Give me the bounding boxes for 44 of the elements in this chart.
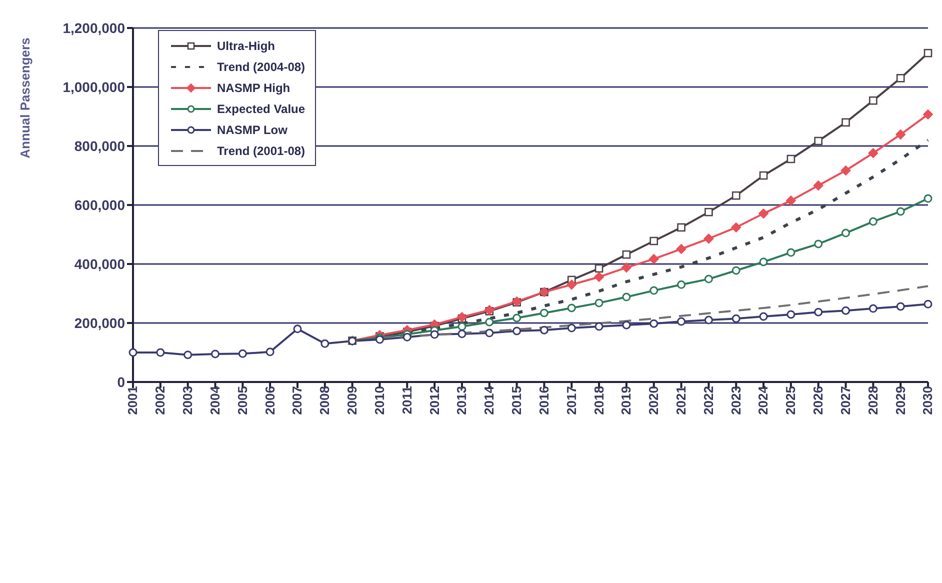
- x-tick-label: 2004: [207, 385, 222, 415]
- x-tick-label: 2025: [783, 386, 798, 415]
- x-tick-label: 2030: [920, 386, 936, 415]
- legend-label: Trend (2001-08): [217, 144, 306, 158]
- x-tick-label: 2002: [152, 386, 168, 415]
- x-tick-label: 2020: [646, 386, 662, 415]
- x-tick-label: 2028: [865, 386, 880, 415]
- x-tick-label: 2006: [262, 386, 278, 415]
- x-tick-label: 2024: [756, 385, 771, 415]
- x-tick-label: 2014: [482, 385, 497, 415]
- x-tick-label: 2018: [591, 386, 606, 415]
- legend-label: NASMP High: [217, 80, 290, 94]
- x-tick-label: 2003: [180, 386, 196, 415]
- x-tick-label: 2010: [372, 386, 387, 415]
- x-tick-label: 2013: [454, 386, 470, 415]
- x-tick-label: 2016: [536, 386, 552, 415]
- x-tick-label: 2005: [234, 386, 250, 415]
- x-tick-label: 2015: [509, 386, 524, 415]
- x-tick-label: 2029: [892, 386, 908, 415]
- y-tick-label: 200,000: [74, 314, 126, 331]
- x-tick-label: 2007: [290, 386, 305, 415]
- x-tick-label: 2023: [728, 386, 744, 415]
- x-tick-label: 2027: [838, 386, 853, 415]
- x-tick-label: 2012: [426, 386, 442, 415]
- x-tick-label: 2011: [399, 386, 414, 414]
- x-tick-label: 2008: [317, 386, 332, 415]
- legend-label: Expected Value: [217, 102, 306, 116]
- x-tick-label: 2022: [700, 386, 716, 415]
- y-tick-label: 800,000: [74, 138, 126, 154]
- x-tick-label: 2019: [618, 386, 634, 415]
- y-tick-label: 1,000,000: [62, 78, 126, 95]
- x-tick-label: 2026: [810, 386, 826, 415]
- x-tick-label: 2017: [564, 386, 579, 415]
- x-tick-label: 2021: [674, 386, 689, 415]
- x-tick-label: 2009: [344, 386, 360, 415]
- legend-label: Ultra-High: [217, 38, 275, 52]
- y-tick-label: 600,000: [74, 196, 126, 213]
- legend-label: Trend (2004-08): [217, 60, 306, 74]
- legend-label: NASMP Low: [217, 122, 288, 136]
- y-tick-label: 0: [117, 374, 126, 390]
- y-tick-label: 400,000: [74, 256, 126, 272]
- y-axis-title: Annual Passengers: [17, 38, 32, 158]
- y-tick-label: 1,200,000: [62, 20, 126, 36]
- x-tick-label: 2001: [125, 386, 140, 415]
